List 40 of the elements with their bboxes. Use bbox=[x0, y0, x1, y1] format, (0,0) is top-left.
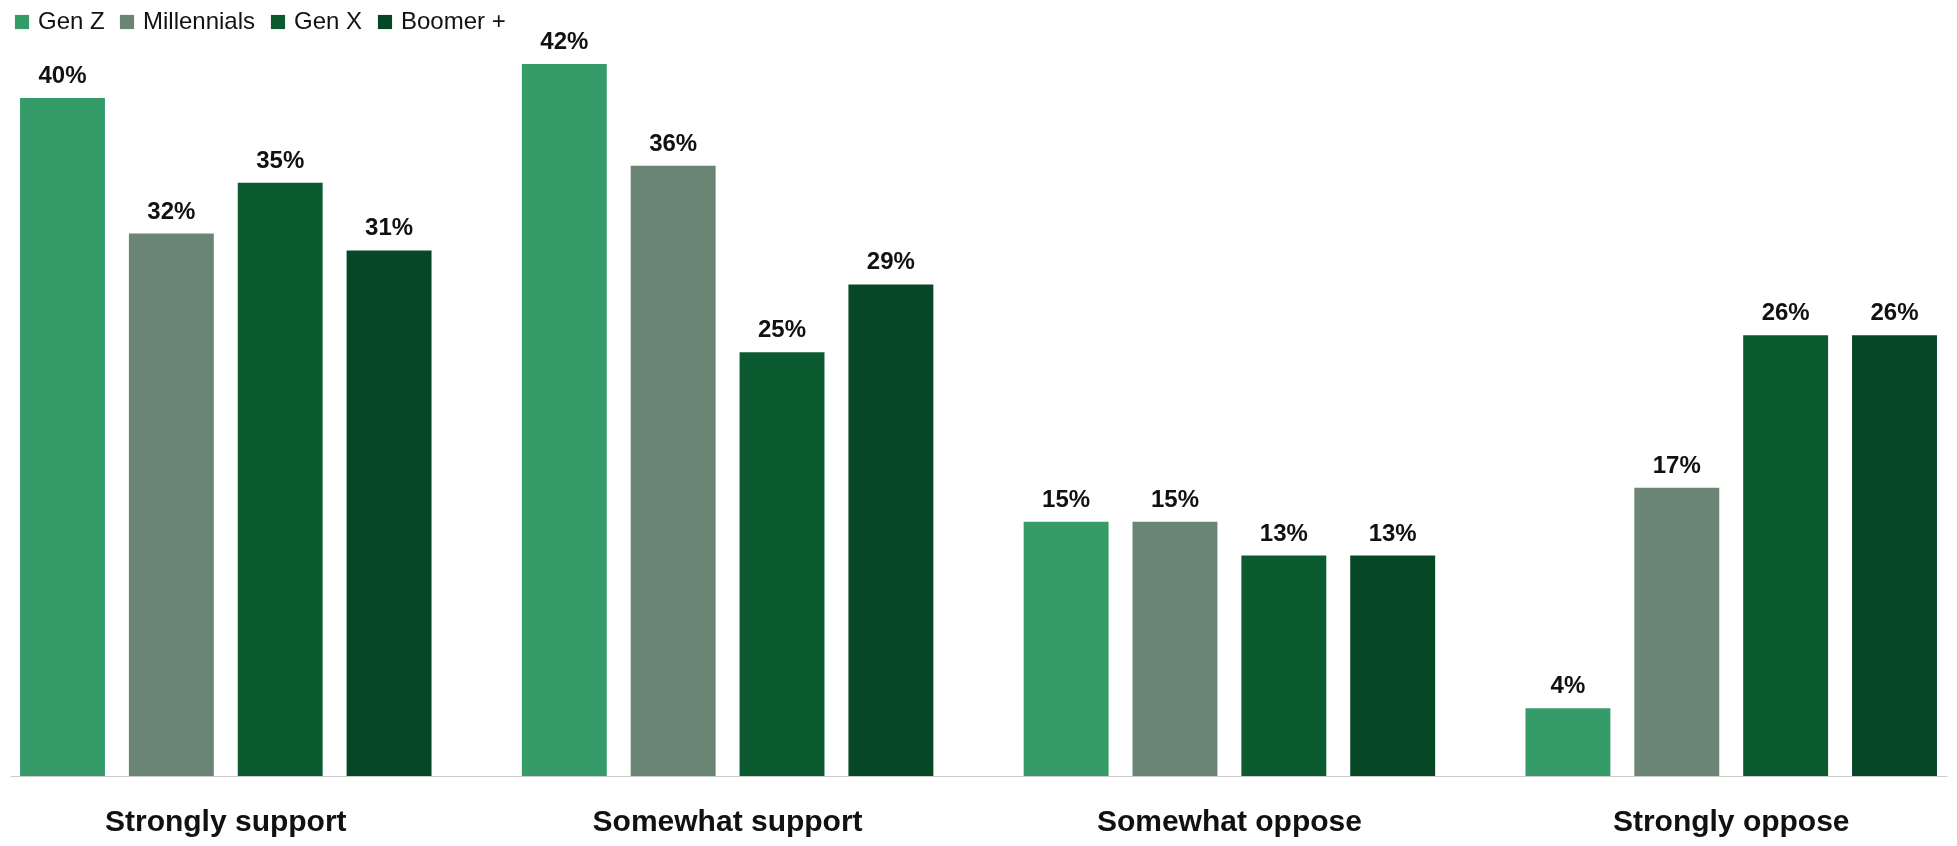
bar bbox=[237, 182, 323, 776]
bar bbox=[1132, 521, 1218, 776]
bar bbox=[848, 284, 934, 776]
bar bbox=[20, 97, 105, 776]
bar bbox=[1634, 487, 1720, 776]
data-label: 36% bbox=[649, 128, 698, 156]
data-label: 29% bbox=[866, 247, 915, 275]
bar bbox=[1525, 708, 1611, 776]
data-label: 26% bbox=[1761, 298, 1810, 326]
data-label: 13% bbox=[1368, 518, 1417, 546]
data-label: 17% bbox=[1652, 450, 1701, 478]
data-label: 35% bbox=[256, 145, 305, 173]
legend-label: Gen X bbox=[294, 7, 363, 34]
bar bbox=[1743, 335, 1829, 776]
data-label: 13% bbox=[1259, 518, 1308, 546]
data-label: 26% bbox=[1870, 298, 1919, 326]
data-label: 32% bbox=[147, 196, 196, 224]
bar bbox=[128, 233, 214, 776]
legend-label: Millennials bbox=[143, 7, 256, 34]
x-tick-label: Somewhat support bbox=[592, 803, 863, 837]
data-label: 31% bbox=[365, 213, 414, 241]
data-label: 15% bbox=[1042, 484, 1091, 512]
bar bbox=[1350, 555, 1436, 776]
x-tick-label: Strongly support bbox=[104, 803, 347, 837]
bar bbox=[1852, 335, 1937, 776]
legend-label: Gen Z bbox=[38, 7, 105, 34]
bar bbox=[630, 165, 716, 776]
data-label: 25% bbox=[758, 315, 807, 343]
bar bbox=[1241, 555, 1327, 776]
data-label: 42% bbox=[540, 27, 589, 54]
bar bbox=[346, 250, 432, 776]
data-label: 15% bbox=[1150, 484, 1199, 512]
data-label: 40% bbox=[38, 60, 87, 88]
bar bbox=[521, 64, 607, 776]
data-label: 4% bbox=[1550, 671, 1586, 699]
bar bbox=[1023, 521, 1109, 776]
bar bbox=[739, 352, 825, 776]
x-tick-label: Strongly oppose bbox=[1612, 803, 1850, 837]
legend-label: Boomer + bbox=[401, 7, 506, 34]
x-tick-label: Somewhat oppose bbox=[1096, 803, 1362, 837]
